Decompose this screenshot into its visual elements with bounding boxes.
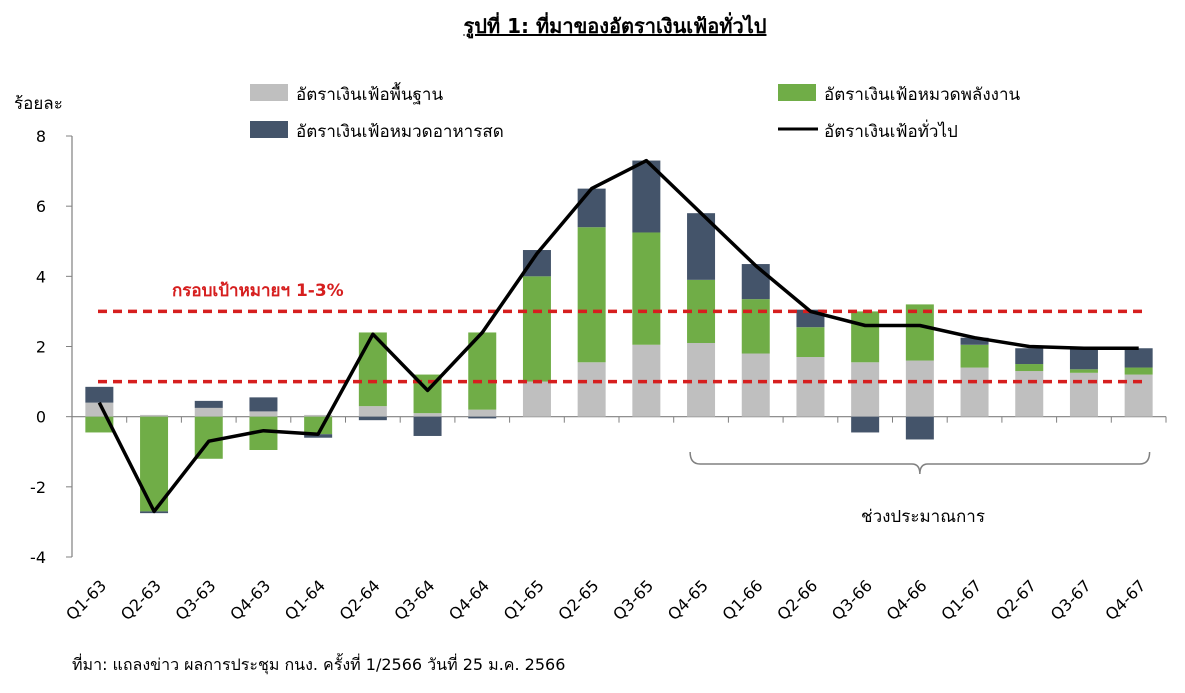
bar-segment-3 <box>851 416 880 433</box>
bar-segment-2 <box>851 311 880 363</box>
x-tick-label: Q3-64 <box>390 576 438 624</box>
bar-segment-1 <box>522 381 551 417</box>
y-tick-label: -4 <box>30 548 46 567</box>
x-tick-label: Q1-65 <box>500 576 548 624</box>
legend-swatch-fresh-food <box>250 121 288 138</box>
y-tick-label: 8 <box>36 127 46 146</box>
y-tick-label: 2 <box>36 338 46 357</box>
bar-segment-2 <box>796 327 825 358</box>
bar-segment-1 <box>687 342 716 417</box>
bar-segment-3 <box>1069 348 1098 370</box>
bar-segment-1 <box>1069 372 1098 417</box>
chart-title: รูปที่ 1: ที่มาของอัตราเงินเฟ้อทั่วไป <box>464 11 767 40</box>
y-tick-label: 6 <box>36 197 46 216</box>
x-tick-label: Q1-63 <box>62 576 110 624</box>
x-tick-label: Q3-67 <box>1047 576 1095 624</box>
bar-segment-1 <box>304 414 333 417</box>
bar-segment-3 <box>468 416 497 419</box>
x-tick-label: Q3-66 <box>828 576 876 624</box>
bar-segment-1 <box>741 353 770 417</box>
x-tick-label: Q4-67 <box>1101 576 1149 624</box>
bar-segment-1 <box>960 367 989 417</box>
source-note: ที่มา: แถลงข่าว ผลการประชุม กนง. ครั้งที… <box>72 653 565 675</box>
target-band-label: กรอบเป้าหมายฯ 1-3% <box>172 281 344 301</box>
y-tick-label: 4 <box>36 267 46 286</box>
legend-label-fresh-food: อัตราเงินเฟ้อหมวดอาหารสด <box>296 122 504 142</box>
bar-segment-1 <box>358 406 387 417</box>
bar-segment-2 <box>960 344 989 368</box>
bar-segment-3 <box>1124 348 1153 368</box>
bar-segment-1 <box>1015 371 1044 417</box>
legend-swatch-core <box>250 84 288 101</box>
bar-segment-2 <box>905 304 934 361</box>
bar-segment-2 <box>632 232 661 345</box>
x-tick-label: Q1-66 <box>719 576 767 624</box>
x-tick-label: Q2-64 <box>336 576 384 624</box>
bar-segment-2 <box>85 416 114 433</box>
y-tick-label: 0 <box>36 408 46 427</box>
bar-segment-1 <box>140 414 169 417</box>
headline-inflation-line <box>97 158 1139 514</box>
x-tick-label: Q2-67 <box>992 576 1040 624</box>
bar-segment-1 <box>796 357 825 417</box>
x-tick-label: Q4-65 <box>664 576 712 624</box>
x-tick-label: Q1-67 <box>937 576 985 624</box>
bar-segment-3 <box>413 416 442 436</box>
forecast-label: ช่วงประมาณการ <box>861 507 985 527</box>
bar-segment-2 <box>1069 369 1098 373</box>
bar-segment-3 <box>304 434 333 438</box>
x-tick-label: Q4-66 <box>883 576 931 624</box>
bar-segment-3 <box>249 397 278 412</box>
bar-segment-3 <box>632 160 661 233</box>
legend: อัตราเงินเฟ้อพื้นฐาน อัตราเงินเฟ้อหมวดพล… <box>250 82 1020 142</box>
legend-label-core: อัตราเงินเฟ้อพื้นฐาน <box>296 82 443 105</box>
legend-label-headline: อัตราเงินเฟ้อทั่วไป <box>824 119 958 142</box>
x-tick-label: Q3-65 <box>609 576 657 624</box>
x-tick-label: Q2-63 <box>117 576 165 624</box>
bar-segment-2 <box>577 227 606 363</box>
bar-segment-3 <box>1015 348 1044 365</box>
bar-segment-1 <box>194 407 223 417</box>
bar-segment-3 <box>577 188 606 228</box>
bar-segment-3 <box>741 264 770 300</box>
bar-segment-3 <box>358 416 387 421</box>
y-tick-label: -2 <box>30 478 46 497</box>
bar-segment-2 <box>522 276 551 382</box>
x-tick-label: Q1-64 <box>281 576 329 624</box>
forecast-bracket <box>689 451 1151 475</box>
bar-segment-1 <box>577 362 606 417</box>
bar-segment-2 <box>1124 367 1153 375</box>
bar-segment-1 <box>413 413 442 417</box>
bar-segment-3 <box>960 337 989 345</box>
y-axis-label: ร้อยละ <box>14 94 63 114</box>
bar-segment-2 <box>468 332 497 410</box>
legend-swatch-energy <box>778 84 816 101</box>
bar-segment-3 <box>85 386 114 403</box>
bar-segment-1 <box>851 362 880 417</box>
bar-segment-1 <box>249 411 278 417</box>
x-tick-label: Q2-65 <box>554 576 602 624</box>
bar-segment-2 <box>741 299 770 354</box>
bar-segment-1 <box>468 409 497 417</box>
x-tick-label: Q4-63 <box>226 576 274 624</box>
bar-segment-1 <box>905 360 934 417</box>
x-tick-label: Q2-66 <box>773 576 821 624</box>
x-tick-label: Q4-64 <box>445 576 493 624</box>
bar-segment-2 <box>1015 364 1044 372</box>
bar-segment-3 <box>905 416 934 440</box>
bar-segment-3 <box>194 400 223 408</box>
x-tick-label: Q3-63 <box>172 576 220 624</box>
legend-label-energy: อัตราเงินเฟ้อหมวดพลังงาน <box>824 85 1020 105</box>
